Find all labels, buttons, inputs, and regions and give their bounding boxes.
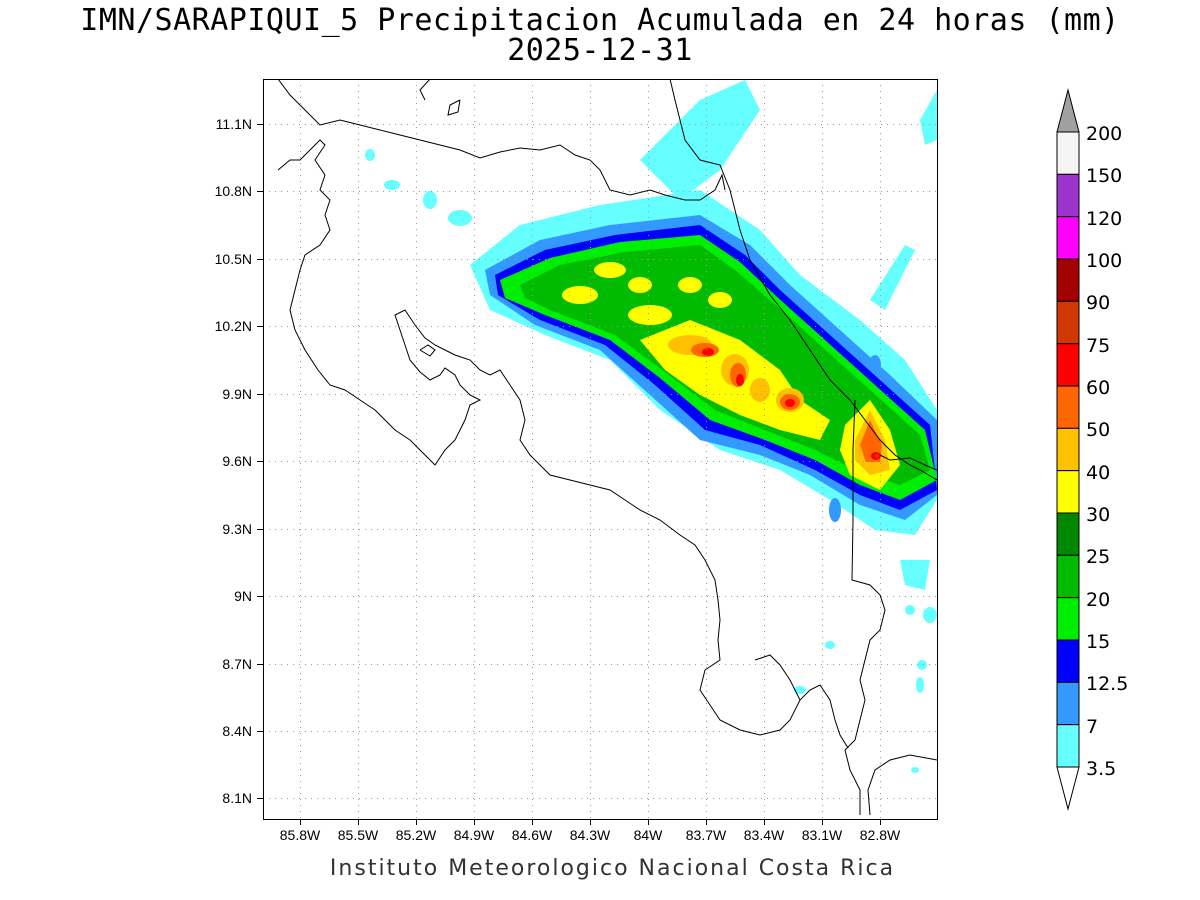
colorbar-swatch [1056, 681, 1080, 726]
lon-label: 84W [634, 827, 664, 843]
colorbar-label: 75 [1086, 335, 1110, 357]
axis-ticks [257, 124, 881, 825]
footer-credit: Instituto Meteorologico Nacional Costa R… [329, 856, 896, 881]
colorbar-swatch [1056, 470, 1080, 514]
colorbar-swatch [1056, 639, 1080, 683]
lon-label: 85.2W [396, 827, 437, 843]
lat-label: 9.3N [222, 521, 252, 537]
colorbar-swatch [1056, 427, 1080, 472]
longitude-labels: 85.8W 85.5W 85.2W 84.9W 84.6W 84.3W 84W … [280, 827, 901, 843]
lon-label: 84.9W [454, 827, 495, 843]
colorbar-label: 7 [1086, 716, 1098, 738]
lon-label: 83.7W [686, 827, 727, 843]
coastline [277, 79, 937, 816]
lat-label: 10.8N [215, 183, 252, 199]
latitude-labels: 11.1N 10.8N 10.5N 10.2N 9.9N 9.6N 9.3N 9… [215, 116, 252, 806]
colorbar-label: 15 [1086, 631, 1110, 653]
lon-label: 82.8W [860, 827, 901, 843]
map-gridlines [263, 79, 937, 819]
lat-label: 11.1N [216, 116, 252, 132]
colorbar-label: 40 [1086, 462, 1110, 484]
colorbar-swatch [1056, 554, 1080, 599]
colorbar-swatch [1056, 343, 1080, 387]
colorbar-label: 12.5 [1086, 673, 1128, 695]
lat-label: 10.5N [215, 251, 252, 267]
colorbar-label: 150 [1086, 165, 1122, 187]
colorbar-label: 120 [1086, 208, 1122, 230]
lat-label: 9.9N [222, 386, 252, 402]
colorbar-swatch [1056, 131, 1080, 175]
lon-label: 83.1W [802, 827, 843, 843]
colorbar-swatch [1056, 512, 1080, 556]
colorbar-swatch [1056, 216, 1080, 260]
colorbar-label: 3.5 [1086, 758, 1116, 780]
lat-label: 8.7N [222, 656, 252, 672]
colorbar-swatch [1056, 597, 1080, 641]
colorbar: 200 150 120 100 90 75 60 50 40 30 25 20 … [1056, 88, 1128, 811]
map-date: 2025-12-31 [507, 33, 693, 68]
lon-label: 84.6W [512, 827, 553, 843]
lat-label: 9.6N [222, 453, 252, 469]
colorbar-swatch [1056, 724, 1080, 768]
lat-label: 8.1N [222, 790, 252, 806]
colorbar-label: 100 [1086, 250, 1122, 272]
colorbar-under-arrow [1056, 766, 1080, 811]
lat-label: 9N [234, 588, 252, 604]
colorbar-label: 30 [1086, 504, 1110, 526]
colorbar-label: 200 [1086, 123, 1122, 145]
colorbar-label: 25 [1086, 546, 1110, 568]
lon-label: 85.5W [338, 827, 379, 843]
colorbar-swatch [1056, 258, 1080, 302]
colorbar-swatch [1056, 385, 1080, 429]
map-title: IMN/SARAPIQUI_5 Precipitacion Acumulada … [80, 3, 1120, 38]
colorbar-label: 50 [1086, 419, 1110, 441]
colorbar-label: 60 [1086, 377, 1110, 399]
colorbar-over-arrow [1056, 88, 1080, 133]
lon-label: 85.8W [280, 827, 321, 843]
lon-label: 83.4W [744, 827, 785, 843]
colorbar-swatch [1056, 173, 1080, 218]
colorbar-swatch [1056, 300, 1080, 345]
map-frame [263, 79, 938, 820]
lat-label: 8.4N [222, 723, 252, 739]
lon-label: 84.3W [570, 827, 611, 843]
colorbar-label: 20 [1086, 589, 1110, 611]
lat-label: 10.2N [215, 318, 252, 334]
precipitation-field [365, 80, 937, 773]
colorbar-label: 90 [1086, 292, 1110, 314]
